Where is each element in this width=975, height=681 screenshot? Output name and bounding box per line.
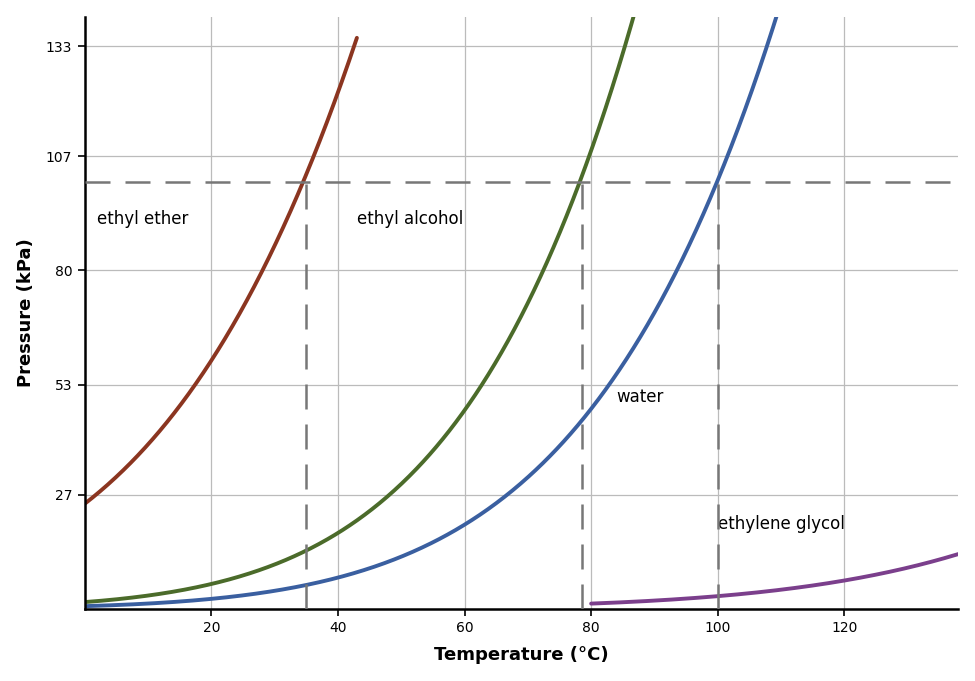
- Text: water: water: [616, 387, 664, 406]
- Text: ethyl ether: ethyl ether: [98, 210, 189, 228]
- Text: ethylene glycol: ethylene glycol: [718, 515, 844, 533]
- Y-axis label: Pressure (kPa): Pressure (kPa): [17, 238, 35, 387]
- Text: ethyl alcohol: ethyl alcohol: [357, 210, 463, 228]
- X-axis label: Temperature (°C): Temperature (°C): [434, 646, 608, 665]
